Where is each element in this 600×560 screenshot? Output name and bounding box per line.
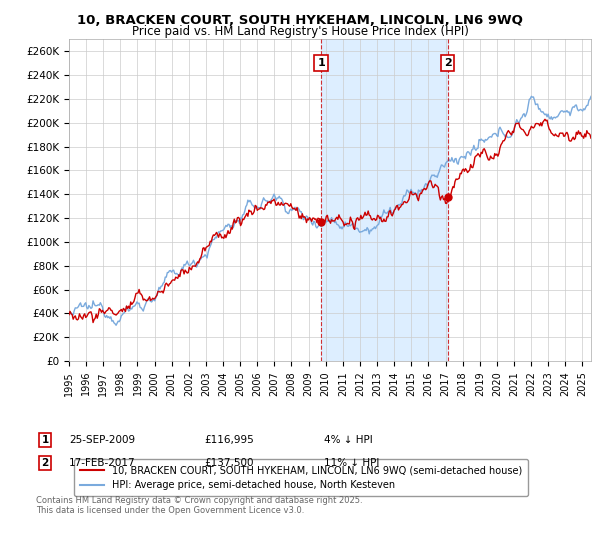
Text: £116,995: £116,995	[204, 435, 254, 445]
Text: £137,500: £137,500	[204, 458, 254, 468]
Text: 4% ↓ HPI: 4% ↓ HPI	[324, 435, 373, 445]
Text: 10, BRACKEN COURT, SOUTH HYKEHAM, LINCOLN, LN6 9WQ: 10, BRACKEN COURT, SOUTH HYKEHAM, LINCOL…	[77, 14, 523, 27]
Text: 2: 2	[444, 58, 451, 68]
Legend: 10, BRACKEN COURT, SOUTH HYKEHAM, LINCOLN, LN6 9WQ (semi-detached house), HPI: A: 10, BRACKEN COURT, SOUTH HYKEHAM, LINCOL…	[74, 459, 528, 496]
Bar	[321, 39, 448, 361]
Text: 1: 1	[41, 435, 49, 445]
Text: 25-SEP-2009: 25-SEP-2009	[69, 435, 135, 445]
Text: 2: 2	[41, 458, 49, 468]
Text: Price paid vs. HM Land Registry's House Price Index (HPI): Price paid vs. HM Land Registry's House …	[131, 25, 469, 38]
Text: 17-FEB-2017: 17-FEB-2017	[69, 458, 136, 468]
Text: 1: 1	[317, 58, 325, 68]
Text: 11% ↓ HPI: 11% ↓ HPI	[324, 458, 379, 468]
Text: Contains HM Land Registry data © Crown copyright and database right 2025.
This d: Contains HM Land Registry data © Crown c…	[36, 496, 362, 515]
